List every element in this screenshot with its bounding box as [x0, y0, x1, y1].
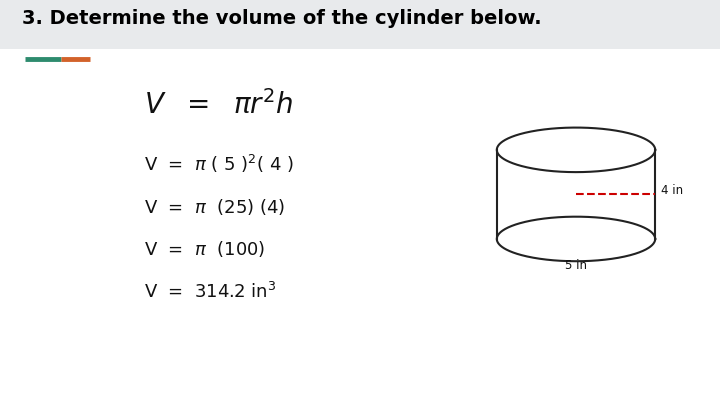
Text: V  =  $\pi$  (100): V = $\pi$ (100) [144, 239, 266, 259]
Text: $\mathit{V}\ \ =\ \ \pi r^2 h$: $\mathit{V}\ \ =\ \ \pi r^2 h$ [144, 90, 293, 120]
Text: V  =  $\pi$ ( 5 )$^2$( 4 ): V = $\pi$ ( 5 )$^2$( 4 ) [144, 153, 294, 175]
Text: V  =  $\pi$  (25) (4): V = $\pi$ (25) (4) [144, 196, 285, 217]
Bar [0, 0, 720, 49]
Text: 5 in: 5 in [565, 259, 587, 272]
Text: 4 in: 4 in [661, 184, 683, 197]
Text: V  =  314.2 in$^3$: V = 314.2 in$^3$ [144, 281, 276, 302]
Text: 3. Determine the volume of the cylinder below.: 3. Determine the volume of the cylinder … [22, 9, 541, 28]
